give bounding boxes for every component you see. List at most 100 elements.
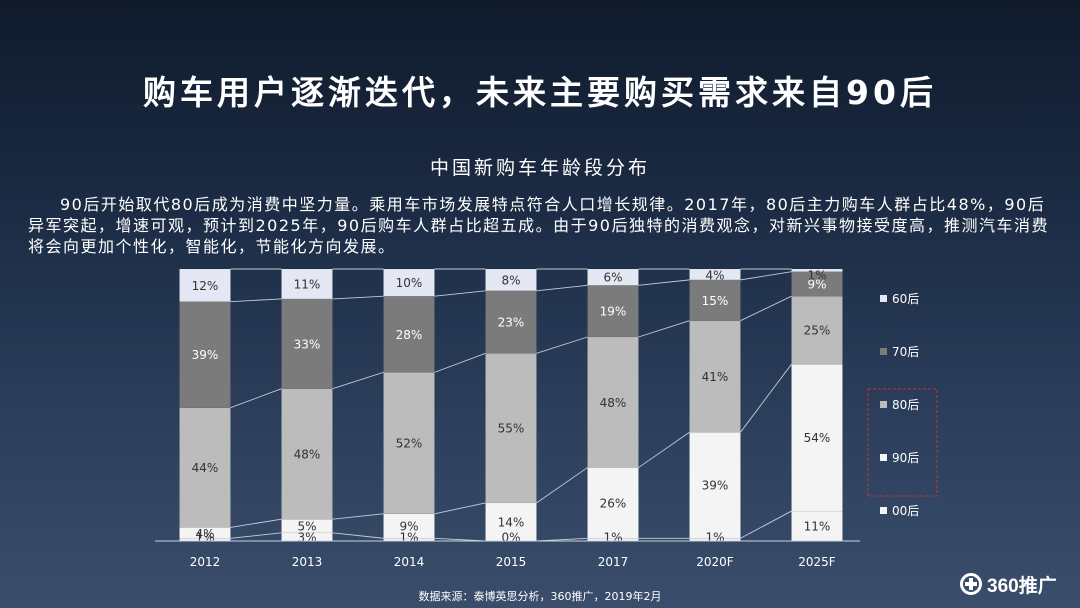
connector-line <box>230 298 282 303</box>
connector-line <box>230 388 282 409</box>
connector-line <box>230 518 282 528</box>
data-label: 52% <box>396 437 423 451</box>
connector-line <box>434 502 486 515</box>
bar-segment <box>689 279 741 321</box>
bar-segment <box>587 467 639 539</box>
data-label: 8% <box>501 273 520 287</box>
bar-segment <box>281 268 333 300</box>
data-label: 28% <box>396 328 423 342</box>
data-label: 14% <box>498 515 525 529</box>
bar-segment <box>485 268 537 292</box>
bar-segment <box>383 372 435 515</box>
legend-label: 90后 <box>892 451 919 465</box>
legend-label: 70后 <box>892 345 919 359</box>
data-label: 11% <box>294 277 321 291</box>
data-label: 9% <box>807 277 826 291</box>
bar-segment <box>689 320 741 433</box>
connector-line <box>638 279 690 286</box>
connector-line <box>434 352 486 373</box>
bar-segment <box>383 295 435 373</box>
legend-label: 80后 <box>892 398 919 412</box>
data-label: 1% <box>603 531 622 545</box>
data-label: 48% <box>600 396 627 410</box>
data-label: 39% <box>702 479 729 493</box>
bar-segment <box>485 353 537 504</box>
data-label: 33% <box>294 337 321 351</box>
data-label: 6% <box>603 271 622 285</box>
bar-segment <box>587 268 639 286</box>
data-label: 54% <box>804 431 831 445</box>
connector-line <box>740 363 792 433</box>
data-label: 1% <box>705 531 724 545</box>
bar-segment <box>179 301 231 408</box>
data-label: 12% <box>192 279 219 293</box>
connector-line <box>536 467 588 504</box>
bar-segment <box>587 285 639 338</box>
connector-line <box>740 295 792 322</box>
bar-segment <box>383 513 435 539</box>
data-label: 15% <box>702 294 729 308</box>
x-tick-label: 2025F <box>798 555 836 569</box>
page-title: 购车用户逐渐迭代，未来主要购买需求来自90后 <box>143 73 937 112</box>
data-label: 48% <box>294 447 321 461</box>
connector-line <box>230 532 282 539</box>
brand-logo: 360推广 <box>960 570 1057 598</box>
connector-line <box>332 295 384 300</box>
connector-line <box>740 271 792 281</box>
data-label: 5% <box>297 520 316 534</box>
bar-segment <box>485 290 537 354</box>
data-label: 0% <box>501 531 520 545</box>
legend-swatch <box>880 507 887 514</box>
bar-segment <box>281 388 333 520</box>
connector-line <box>434 290 486 297</box>
bar-segment <box>791 510 843 542</box>
x-tick-label: 2015 <box>496 555 527 569</box>
data-label: 11% <box>804 520 831 534</box>
connector-line <box>332 532 384 539</box>
connector-line <box>536 284 588 292</box>
legend-label: 00后 <box>892 504 919 518</box>
source-note: 数据来源：泰博英思分析，360推广，2019年2月 <box>418 590 662 603</box>
data-label: 1% <box>807 269 826 283</box>
x-tick-label: 2014 <box>394 555 425 569</box>
data-label: 26% <box>600 496 627 510</box>
data-label: 4% <box>195 527 214 541</box>
bar-segment <box>383 268 435 297</box>
data-label: 19% <box>600 305 627 319</box>
bar-segment <box>791 295 843 365</box>
bar-segment <box>587 336 639 468</box>
connector-line <box>332 371 384 390</box>
logo-text: 360推广 <box>987 575 1057 597</box>
connector-line <box>638 320 690 338</box>
x-tick-label: 2020F <box>696 555 734 569</box>
data-label: 9% <box>399 520 418 534</box>
legend-label: 60后 <box>892 292 919 306</box>
bar-segment <box>791 268 843 272</box>
x-tick-label: 2012 <box>190 555 221 569</box>
connector-line <box>638 431 690 468</box>
connector-line <box>740 510 792 539</box>
legend-swatch <box>880 295 887 302</box>
x-tick-label: 2017 <box>598 555 629 569</box>
connector-line <box>536 336 588 354</box>
data-label: 25% <box>804 324 831 338</box>
data-label: 23% <box>498 316 525 330</box>
plus-circle-icon <box>960 573 982 595</box>
chart-title: 中国新购车年龄段分布 <box>429 157 650 179</box>
legend-swatch <box>880 401 887 408</box>
legend-highlight-box <box>867 388 938 497</box>
data-label: 41% <box>702 370 729 384</box>
bar-segment <box>179 407 231 528</box>
bar-segment <box>689 431 741 539</box>
bar-segment <box>179 268 231 302</box>
bar-segment <box>485 502 537 542</box>
legend-swatch <box>880 454 887 461</box>
data-label: 10% <box>396 276 423 290</box>
bar-segment <box>689 268 741 281</box>
data-label: 4% <box>705 269 724 283</box>
x-tick-label: 2013 <box>292 555 323 569</box>
description-text: 90后开始取代80后成为消费中坚力量。乘用车市场发展特点符合人口增长规律。201… <box>28 195 1049 256</box>
legend-swatch <box>880 348 887 355</box>
data-label: 44% <box>192 461 219 475</box>
